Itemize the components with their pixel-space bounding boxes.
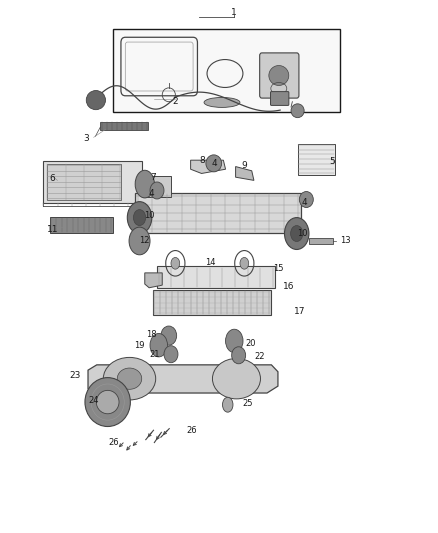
Text: 14: 14 xyxy=(205,259,215,267)
Ellipse shape xyxy=(161,326,177,345)
Bar xyxy=(152,290,271,316)
FancyBboxPatch shape xyxy=(260,53,299,98)
Ellipse shape xyxy=(129,227,150,255)
Text: 9: 9 xyxy=(241,161,247,170)
Text: 16: 16 xyxy=(283,281,295,290)
Ellipse shape xyxy=(86,91,106,110)
Ellipse shape xyxy=(171,257,180,269)
Text: 10: 10 xyxy=(297,229,307,238)
Ellipse shape xyxy=(117,368,142,389)
Ellipse shape xyxy=(299,191,313,207)
Ellipse shape xyxy=(150,334,167,357)
Polygon shape xyxy=(191,160,226,173)
Ellipse shape xyxy=(134,209,146,225)
Text: 11: 11 xyxy=(46,225,58,234)
Ellipse shape xyxy=(285,217,309,249)
Ellipse shape xyxy=(127,201,152,233)
Ellipse shape xyxy=(212,359,261,399)
Polygon shape xyxy=(88,365,278,393)
Text: 2: 2 xyxy=(173,97,178,106)
Ellipse shape xyxy=(135,170,154,198)
Text: 5: 5 xyxy=(330,157,336,166)
Text: 17: 17 xyxy=(294,307,306,316)
Text: 25: 25 xyxy=(242,399,253,408)
Bar xyxy=(100,122,148,131)
Ellipse shape xyxy=(206,155,222,172)
Ellipse shape xyxy=(232,347,246,364)
Text: 20: 20 xyxy=(245,339,256,348)
Text: 6: 6 xyxy=(49,174,55,183)
Ellipse shape xyxy=(164,346,178,363)
Text: 21: 21 xyxy=(149,350,159,359)
Text: 24: 24 xyxy=(88,396,99,405)
Text: 4: 4 xyxy=(212,159,217,168)
Ellipse shape xyxy=(150,182,164,199)
Text: 4: 4 xyxy=(301,198,307,207)
Ellipse shape xyxy=(240,257,249,269)
Polygon shape xyxy=(236,166,254,180)
Bar xyxy=(135,193,301,233)
Text: 19: 19 xyxy=(134,341,145,350)
Ellipse shape xyxy=(96,390,119,414)
Bar xyxy=(297,144,335,174)
FancyBboxPatch shape xyxy=(271,92,289,106)
Ellipse shape xyxy=(291,104,304,118)
Ellipse shape xyxy=(103,358,155,400)
Ellipse shape xyxy=(269,66,289,85)
Text: 3: 3 xyxy=(83,134,89,143)
Text: 13: 13 xyxy=(340,237,351,246)
Text: 18: 18 xyxy=(146,330,157,339)
Text: 7: 7 xyxy=(150,173,155,182)
Text: 8: 8 xyxy=(200,156,205,165)
Bar xyxy=(46,164,121,200)
Ellipse shape xyxy=(204,98,240,108)
Ellipse shape xyxy=(290,225,303,241)
Text: 12: 12 xyxy=(140,237,150,246)
Text: 10: 10 xyxy=(144,212,154,221)
Text: 15: 15 xyxy=(273,264,283,273)
Bar xyxy=(309,238,333,244)
Text: 4: 4 xyxy=(148,189,154,198)
Text: 26: 26 xyxy=(187,426,197,435)
Bar xyxy=(157,266,275,288)
Text: 26: 26 xyxy=(108,439,119,448)
Text: 1: 1 xyxy=(231,8,237,17)
Text: 23: 23 xyxy=(69,371,81,380)
Text: 22: 22 xyxy=(254,352,265,361)
Bar xyxy=(143,176,171,197)
Polygon shape xyxy=(145,273,162,288)
Ellipse shape xyxy=(226,329,243,353)
Ellipse shape xyxy=(223,397,233,412)
Bar xyxy=(43,161,142,203)
Ellipse shape xyxy=(85,377,131,426)
Bar xyxy=(49,217,113,233)
Bar xyxy=(113,29,339,112)
